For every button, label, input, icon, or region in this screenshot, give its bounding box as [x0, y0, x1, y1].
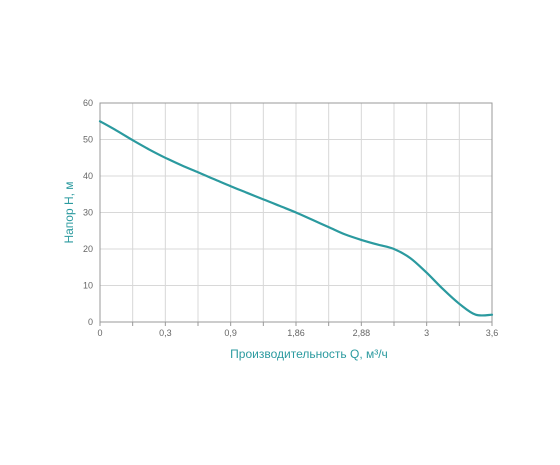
- tick-marks: [99, 322, 493, 326]
- y-tick-label: 30: [83, 208, 93, 218]
- x-tick-label: 3: [424, 328, 429, 338]
- y-tick-labels: 0 10 20 30 40 50 60: [83, 98, 93, 327]
- x-tick-label: 0,9: [224, 328, 237, 338]
- x-tick-label: 0: [97, 328, 102, 338]
- y-tick-label: 60: [83, 98, 93, 108]
- y-axis-title: Напор Н, м: [62, 181, 76, 243]
- x-tick-label: 3,6: [486, 328, 499, 338]
- x-axis-title: Производительность Q, м³/ч: [230, 347, 388, 361]
- y-tick-label: 40: [83, 171, 93, 181]
- x-tick-label: 0,3: [159, 328, 172, 338]
- y-tick-label: 0: [88, 317, 93, 327]
- x-tick-label: 1,86: [287, 328, 305, 338]
- head-flow-curve-line: [98, 120, 494, 317]
- y-tick-label: 20: [83, 244, 93, 254]
- y-tick-label: 10: [83, 281, 93, 291]
- x-tick-labels: 0 0,3 0,9 1,86 2,88 3 3,6: [97, 328, 498, 338]
- y-tick-label: 50: [83, 135, 93, 145]
- x-tick-label: 2,88: [353, 328, 371, 338]
